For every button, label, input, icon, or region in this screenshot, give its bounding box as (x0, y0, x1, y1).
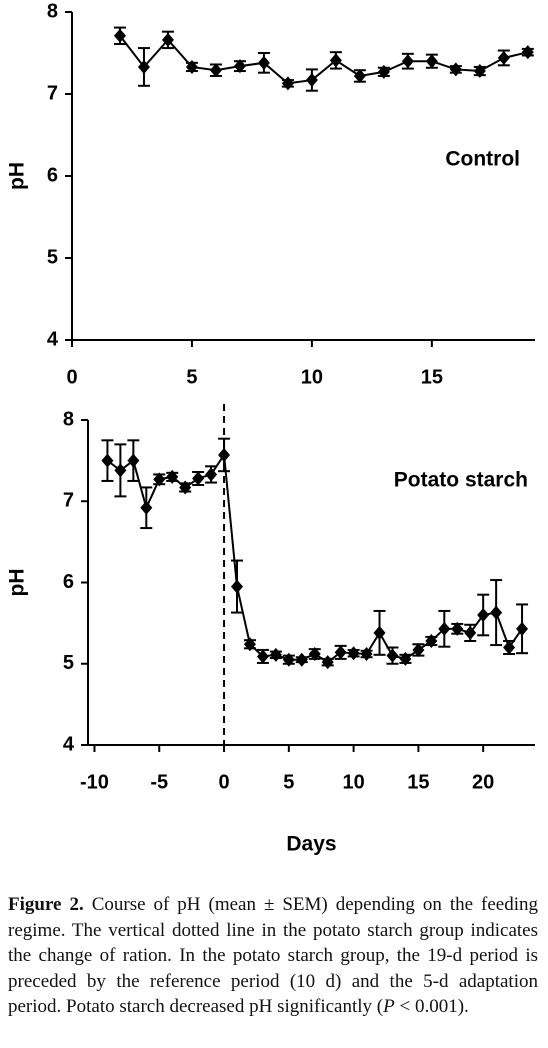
data-point (373, 625, 386, 640)
data-point (451, 621, 464, 636)
data-point (516, 621, 529, 636)
annotation: Potato starch (394, 469, 528, 492)
data-point (257, 55, 270, 70)
data-point (425, 54, 438, 69)
data-point (140, 500, 153, 515)
data-point (127, 453, 140, 468)
y-tick-label: 6 (63, 571, 74, 593)
data-line (119, 35, 529, 85)
data-point (192, 471, 205, 486)
data-point (282, 652, 295, 667)
data-point (256, 649, 269, 664)
x-axis-label: Days (286, 833, 336, 856)
y-axis-label: pH (6, 569, 29, 597)
data-point (281, 76, 294, 91)
data-point (377, 64, 390, 79)
data-point (401, 54, 414, 69)
x-tick-label: 0 (66, 366, 77, 388)
data-point (449, 62, 462, 77)
data-point (113, 28, 126, 43)
y-tick-label: 5 (63, 652, 74, 674)
data-point (360, 647, 373, 661)
data-point (321, 655, 334, 670)
data-point (473, 64, 486, 79)
x-tick-label: -5 (150, 771, 168, 793)
data-point (166, 469, 179, 484)
data-point (399, 651, 412, 666)
y-axis-label: pH (6, 162, 29, 190)
y-tick-label: 4 (47, 328, 59, 350)
caption-text: < 0.001). (394, 996, 469, 1018)
data-point (137, 59, 150, 74)
data-point (464, 625, 477, 640)
data-point (114, 463, 127, 478)
data-point (231, 579, 243, 594)
data-point (503, 640, 516, 655)
caption-label: Figure 2. (8, 894, 84, 915)
caption-text: Course of pH (mean ± SEM) depending on t… (8, 894, 539, 1018)
data-point (233, 59, 246, 74)
data-point (438, 621, 451, 636)
data-point (218, 447, 231, 462)
caption: Figure 2. Course of pH (mean ± SEM) depe… (8, 892, 538, 1020)
y-tick-label: 7 (47, 82, 58, 104)
data-point (205, 467, 218, 482)
x-tick-label: 0 (218, 771, 229, 793)
y-tick-label: 7 (63, 490, 74, 512)
data-point (353, 68, 366, 83)
data-point (490, 605, 503, 620)
data-point (179, 480, 192, 495)
x-tick-label: 5 (283, 771, 294, 793)
data-point (153, 472, 166, 487)
data-point (101, 453, 114, 468)
data-point (161, 32, 174, 47)
data-point (295, 652, 308, 667)
data-point (305, 73, 318, 88)
data-point (497, 50, 510, 65)
x-tick-label: 15 (407, 771, 429, 793)
caption-text: P (383, 996, 395, 1018)
data-point (269, 647, 282, 662)
data-point (243, 637, 256, 652)
x-tick-label: 20 (472, 771, 494, 793)
data-point (209, 63, 222, 78)
y-tick-label: 4 (63, 733, 75, 755)
data-point (425, 634, 438, 648)
annotation: Control (445, 148, 520, 171)
data-point (308, 647, 321, 661)
x-tick-label: 10 (342, 771, 364, 793)
y-tick-label: 5 (47, 246, 58, 268)
charts: 4 5 6 7 8 0 5 10 15 pH Control 4 5 6 7 8 -10 -5 0 5 10 15 20 pH… (6, 0, 535, 856)
data-point (386, 648, 399, 663)
x-tick-label: 10 (301, 366, 323, 388)
y-tick-label: 6 (47, 164, 58, 186)
data-point (412, 642, 425, 657)
y-tick-label: 8 (63, 408, 74, 430)
data-point (347, 646, 360, 661)
y-tick-label: 8 (47, 0, 58, 22)
x-tick-label: 15 (421, 366, 443, 388)
data-point (521, 45, 534, 60)
x-tick-label: -10 (80, 771, 109, 793)
x-tick-label: 5 (186, 366, 197, 388)
data-point (477, 608, 490, 622)
data-point (185, 59, 198, 74)
data-point (334, 645, 347, 660)
data-point (329, 53, 342, 68)
